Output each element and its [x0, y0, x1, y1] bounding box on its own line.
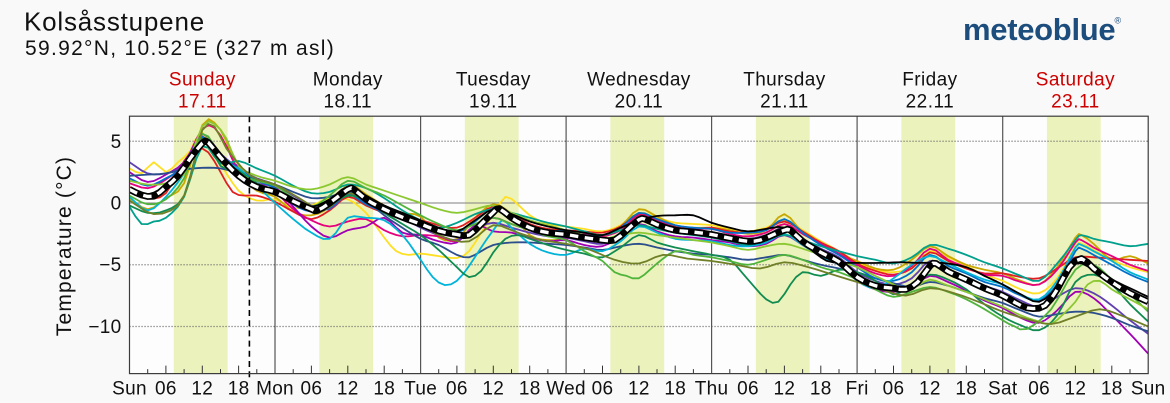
- svg-text:Thu: Thu: [695, 379, 729, 400]
- svg-text:12: 12: [191, 379, 213, 400]
- svg-text:17.11: 17.11: [178, 92, 227, 113]
- svg-text:06: 06: [1028, 379, 1050, 400]
- svg-text:06: 06: [446, 379, 468, 400]
- svg-text:06: 06: [592, 379, 614, 400]
- svg-text:Fri: Fri: [846, 379, 869, 400]
- svg-text:18.11: 18.11: [323, 92, 372, 113]
- svg-text:06: 06: [737, 379, 759, 400]
- svg-text:5: 5: [111, 132, 122, 153]
- svg-text:12: 12: [919, 379, 941, 400]
- svg-text:−5: −5: [99, 255, 121, 276]
- svg-text:06: 06: [883, 379, 905, 400]
- svg-text:Friday: Friday: [902, 70, 957, 91]
- svg-text:59.92°N, 10.52°E (327 m asl): 59.92°N, 10.52°E (327 m asl): [25, 37, 335, 60]
- svg-text:12: 12: [1065, 379, 1087, 400]
- svg-text:Temperature (°C): Temperature (°C): [53, 156, 76, 336]
- svg-text:06: 06: [155, 379, 177, 400]
- svg-text:06: 06: [301, 379, 323, 400]
- svg-text:Sat: Sat: [988, 379, 1018, 400]
- svg-text:18: 18: [373, 379, 395, 400]
- svg-text:18: 18: [664, 379, 686, 400]
- svg-text:Kolsåsstupene: Kolsåsstupene: [24, 7, 205, 37]
- svg-text:20.11: 20.11: [615, 92, 664, 113]
- svg-text:18: 18: [955, 379, 977, 400]
- svg-text:19.11: 19.11: [469, 92, 518, 113]
- svg-text:12: 12: [337, 379, 359, 400]
- svg-text:Thursday: Thursday: [743, 70, 826, 91]
- svg-text:meteoblue: meteoblue: [963, 12, 1115, 47]
- svg-text:Mon: Mon: [256, 379, 294, 400]
- svg-text:Tuesday: Tuesday: [456, 70, 531, 91]
- svg-text:Wednesday: Wednesday: [587, 70, 691, 91]
- svg-text:−10: −10: [88, 317, 121, 338]
- svg-text:22.11: 22.11: [906, 92, 955, 113]
- svg-text:Sun: Sun: [112, 379, 147, 400]
- svg-text:0: 0: [111, 194, 122, 215]
- svg-text:21.11: 21.11: [760, 92, 809, 113]
- svg-text:12: 12: [774, 379, 796, 400]
- svg-text:18: 18: [1101, 379, 1123, 400]
- svg-text:18: 18: [810, 379, 832, 400]
- svg-text:Saturday: Saturday: [1036, 70, 1115, 91]
- svg-text:Monday: Monday: [313, 70, 383, 91]
- svg-text:Tue: Tue: [404, 379, 437, 400]
- svg-text:12: 12: [628, 379, 650, 400]
- svg-text:®: ®: [1115, 16, 1122, 26]
- svg-text:18: 18: [228, 379, 250, 400]
- svg-text:Wed: Wed: [546, 379, 586, 400]
- svg-text:Sunday: Sunday: [169, 70, 236, 91]
- svg-text:18: 18: [519, 379, 541, 400]
- svg-text:12: 12: [482, 379, 504, 400]
- svg-text:23.11: 23.11: [1051, 92, 1100, 113]
- svg-text:Sun: Sun: [1131, 379, 1166, 400]
